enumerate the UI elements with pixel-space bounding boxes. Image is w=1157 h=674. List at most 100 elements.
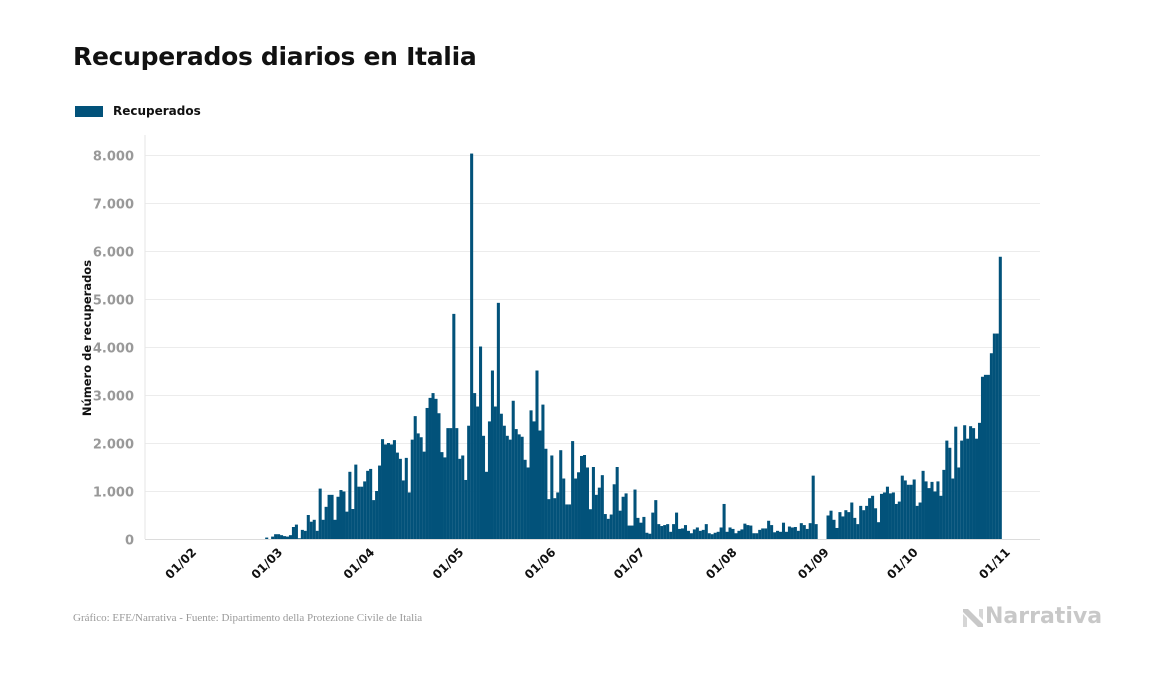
bar-15-03: [312, 519, 316, 539]
bar-04-06: [553, 498, 557, 539]
legend-swatch: [75, 105, 103, 117]
bar-23-07: [698, 530, 702, 539]
bar-11-06: [574, 478, 578, 539]
bar-30-08: [811, 475, 815, 539]
bar-25-09: [888, 493, 892, 539]
bar-27-05: [529, 410, 533, 539]
bar-24-08: [793, 527, 797, 539]
bar-22-10: [969, 426, 973, 539]
bar-27-07: [710, 534, 714, 539]
bar-09-08: [749, 525, 753, 539]
bar-20-04: [419, 437, 423, 539]
bar-03-04: [369, 468, 373, 539]
bar-18-10: [957, 467, 961, 539]
narrativa-n-logo-icon: [963, 608, 983, 627]
bar-12-06: [577, 472, 581, 539]
bar-21-08: [784, 531, 788, 539]
bar-31-07: [722, 503, 726, 539]
bar-30-07: [719, 527, 723, 539]
bar-07-03: [288, 535, 292, 539]
bar-10-09: [844, 510, 848, 539]
bar-13-03: [306, 515, 310, 539]
bar-07-05: [470, 153, 474, 539]
bar-08-10: [927, 488, 931, 539]
bar-28-02: [265, 537, 269, 539]
bar-04-03: [280, 535, 284, 539]
bar-27-03: [348, 471, 352, 539]
bar-22-07: [695, 527, 699, 539]
bar-01-06: [544, 448, 548, 539]
x-tick-label: 01/09: [795, 545, 832, 582]
bar-04-08: [734, 533, 738, 539]
bar-17-04: [410, 439, 414, 539]
bar-06-04: [378, 465, 382, 539]
bar-29-09: [900, 475, 904, 539]
bar-08-06: [565, 504, 569, 539]
bar-09-03: [294, 524, 298, 539]
bar-15-04: [404, 457, 408, 539]
legend-label: Recuperados: [113, 104, 201, 118]
bar-08-03: [291, 527, 295, 539]
bar-29-04: [446, 428, 450, 539]
bar-07-09: [835, 527, 839, 539]
y-tick-label: 1.000: [93, 486, 134, 501]
x-tick-label: 01/02: [163, 545, 200, 582]
bar-02-04: [366, 470, 370, 539]
bar-26-09: [891, 492, 895, 539]
bar-23-08: [790, 527, 794, 539]
bar-08-05: [473, 393, 477, 539]
bar-04-10: [915, 505, 919, 539]
bar-19-04: [416, 433, 420, 539]
chart-title: Recuperados diarios en Italia: [73, 42, 477, 71]
bar-24-03: [339, 490, 343, 539]
bar-22-05: [514, 429, 518, 539]
bar-31-05: [541, 404, 545, 539]
bar-01-03: [271, 536, 275, 539]
bar-05-05: [464, 479, 468, 539]
bar-05-10: [918, 502, 922, 539]
bar-12-08: [758, 529, 762, 539]
bar-02-03: [274, 534, 278, 539]
x-tick-label: 01/08: [703, 545, 740, 582]
bar-08-08: [746, 525, 750, 539]
bar-25-06: [615, 467, 619, 539]
y-tick-labels: 0 1.000 2.000 3.000 4.000 5.000 6.000 7.000 8.00…: [93, 150, 134, 549]
bar-10-06: [571, 441, 575, 539]
bar-14-04: [401, 480, 405, 539]
bar-26-10: [980, 376, 985, 539]
x-tick-label: 01/05: [430, 545, 467, 582]
bar-16-06: [588, 509, 592, 539]
bar-30-04: [449, 428, 453, 539]
bar-22-08: [787, 526, 791, 539]
bar-06-03: [285, 536, 290, 539]
y-tick-label: 3.000: [93, 390, 134, 405]
bar-06-08: [740, 529, 744, 539]
bar-06-06: [559, 450, 563, 539]
bar-15-08: [767, 520, 771, 539]
bar-27-06: [621, 496, 625, 539]
bar-21-04: [422, 451, 426, 539]
bar-11-03: [300, 529, 304, 539]
bar-25-04: [434, 398, 438, 539]
bar-09-07: [657, 524, 661, 539]
bar-19-09: [871, 495, 875, 539]
bar-21-06: [603, 514, 607, 539]
bar-17-08: [773, 532, 777, 539]
bar-17-10: [954, 426, 958, 539]
bar-02-06: [547, 499, 551, 539]
bar-11-09: [847, 512, 851, 539]
bar-29-05: [535, 370, 539, 539]
bar-05-09: [829, 510, 833, 539]
bar-28-04: [443, 457, 447, 539]
bar-10-08: [752, 533, 756, 539]
bar-05-08: [737, 530, 741, 539]
bar-13-09: [853, 517, 857, 539]
bar-02-07: [636, 517, 640, 539]
bar-04-04: [372, 500, 376, 539]
bar-14-08: [764, 528, 768, 539]
bar-22-06: [606, 518, 610, 539]
bar-28-08: [805, 528, 809, 539]
bar-05-06: [556, 492, 560, 539]
bar-17-09: [865, 505, 869, 539]
bar-19-10: [960, 440, 964, 539]
